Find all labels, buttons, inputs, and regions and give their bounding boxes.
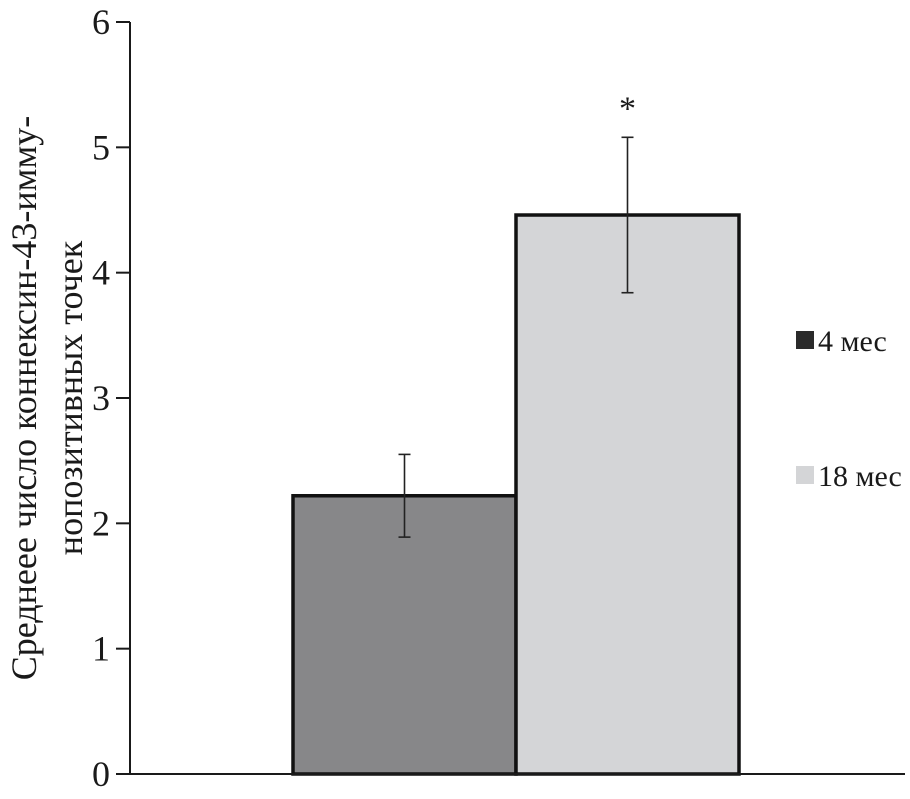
legend-label-1: 4 мес — [818, 325, 887, 358]
y-tick-label-4: 4 — [92, 253, 110, 293]
y-tick-label-0: 0 — [92, 754, 110, 794]
legend-swatch-2 — [796, 466, 814, 484]
y-axis-ticks: 0 1 2 3 4 5 6 — [92, 2, 130, 794]
y-axis-label-line-2: нопозитивных точек — [50, 240, 90, 555]
bar-2 — [514, 213, 741, 776]
legend: 4 мес 18 мес — [796, 325, 902, 493]
y-tick-label-5: 5 — [92, 127, 110, 167]
y-tick-label-2: 2 — [92, 503, 110, 543]
y-tick-label-3: 3 — [92, 378, 110, 418]
y-axis-label-line-1: Среднеее число коннексин-43-имму- — [4, 116, 44, 680]
legend-swatch-1 — [796, 331, 814, 349]
axes — [129, 22, 905, 775]
significance-star: * — [619, 90, 636, 127]
y-tick-label-6: 6 — [92, 2, 110, 42]
bars: * — [291, 90, 741, 776]
y-axis-label: Среднеее число коннексин-43-имму- нопози… — [4, 116, 90, 680]
legend-label-2: 18 мес — [818, 460, 902, 493]
y-tick-label-1: 1 — [92, 629, 110, 669]
